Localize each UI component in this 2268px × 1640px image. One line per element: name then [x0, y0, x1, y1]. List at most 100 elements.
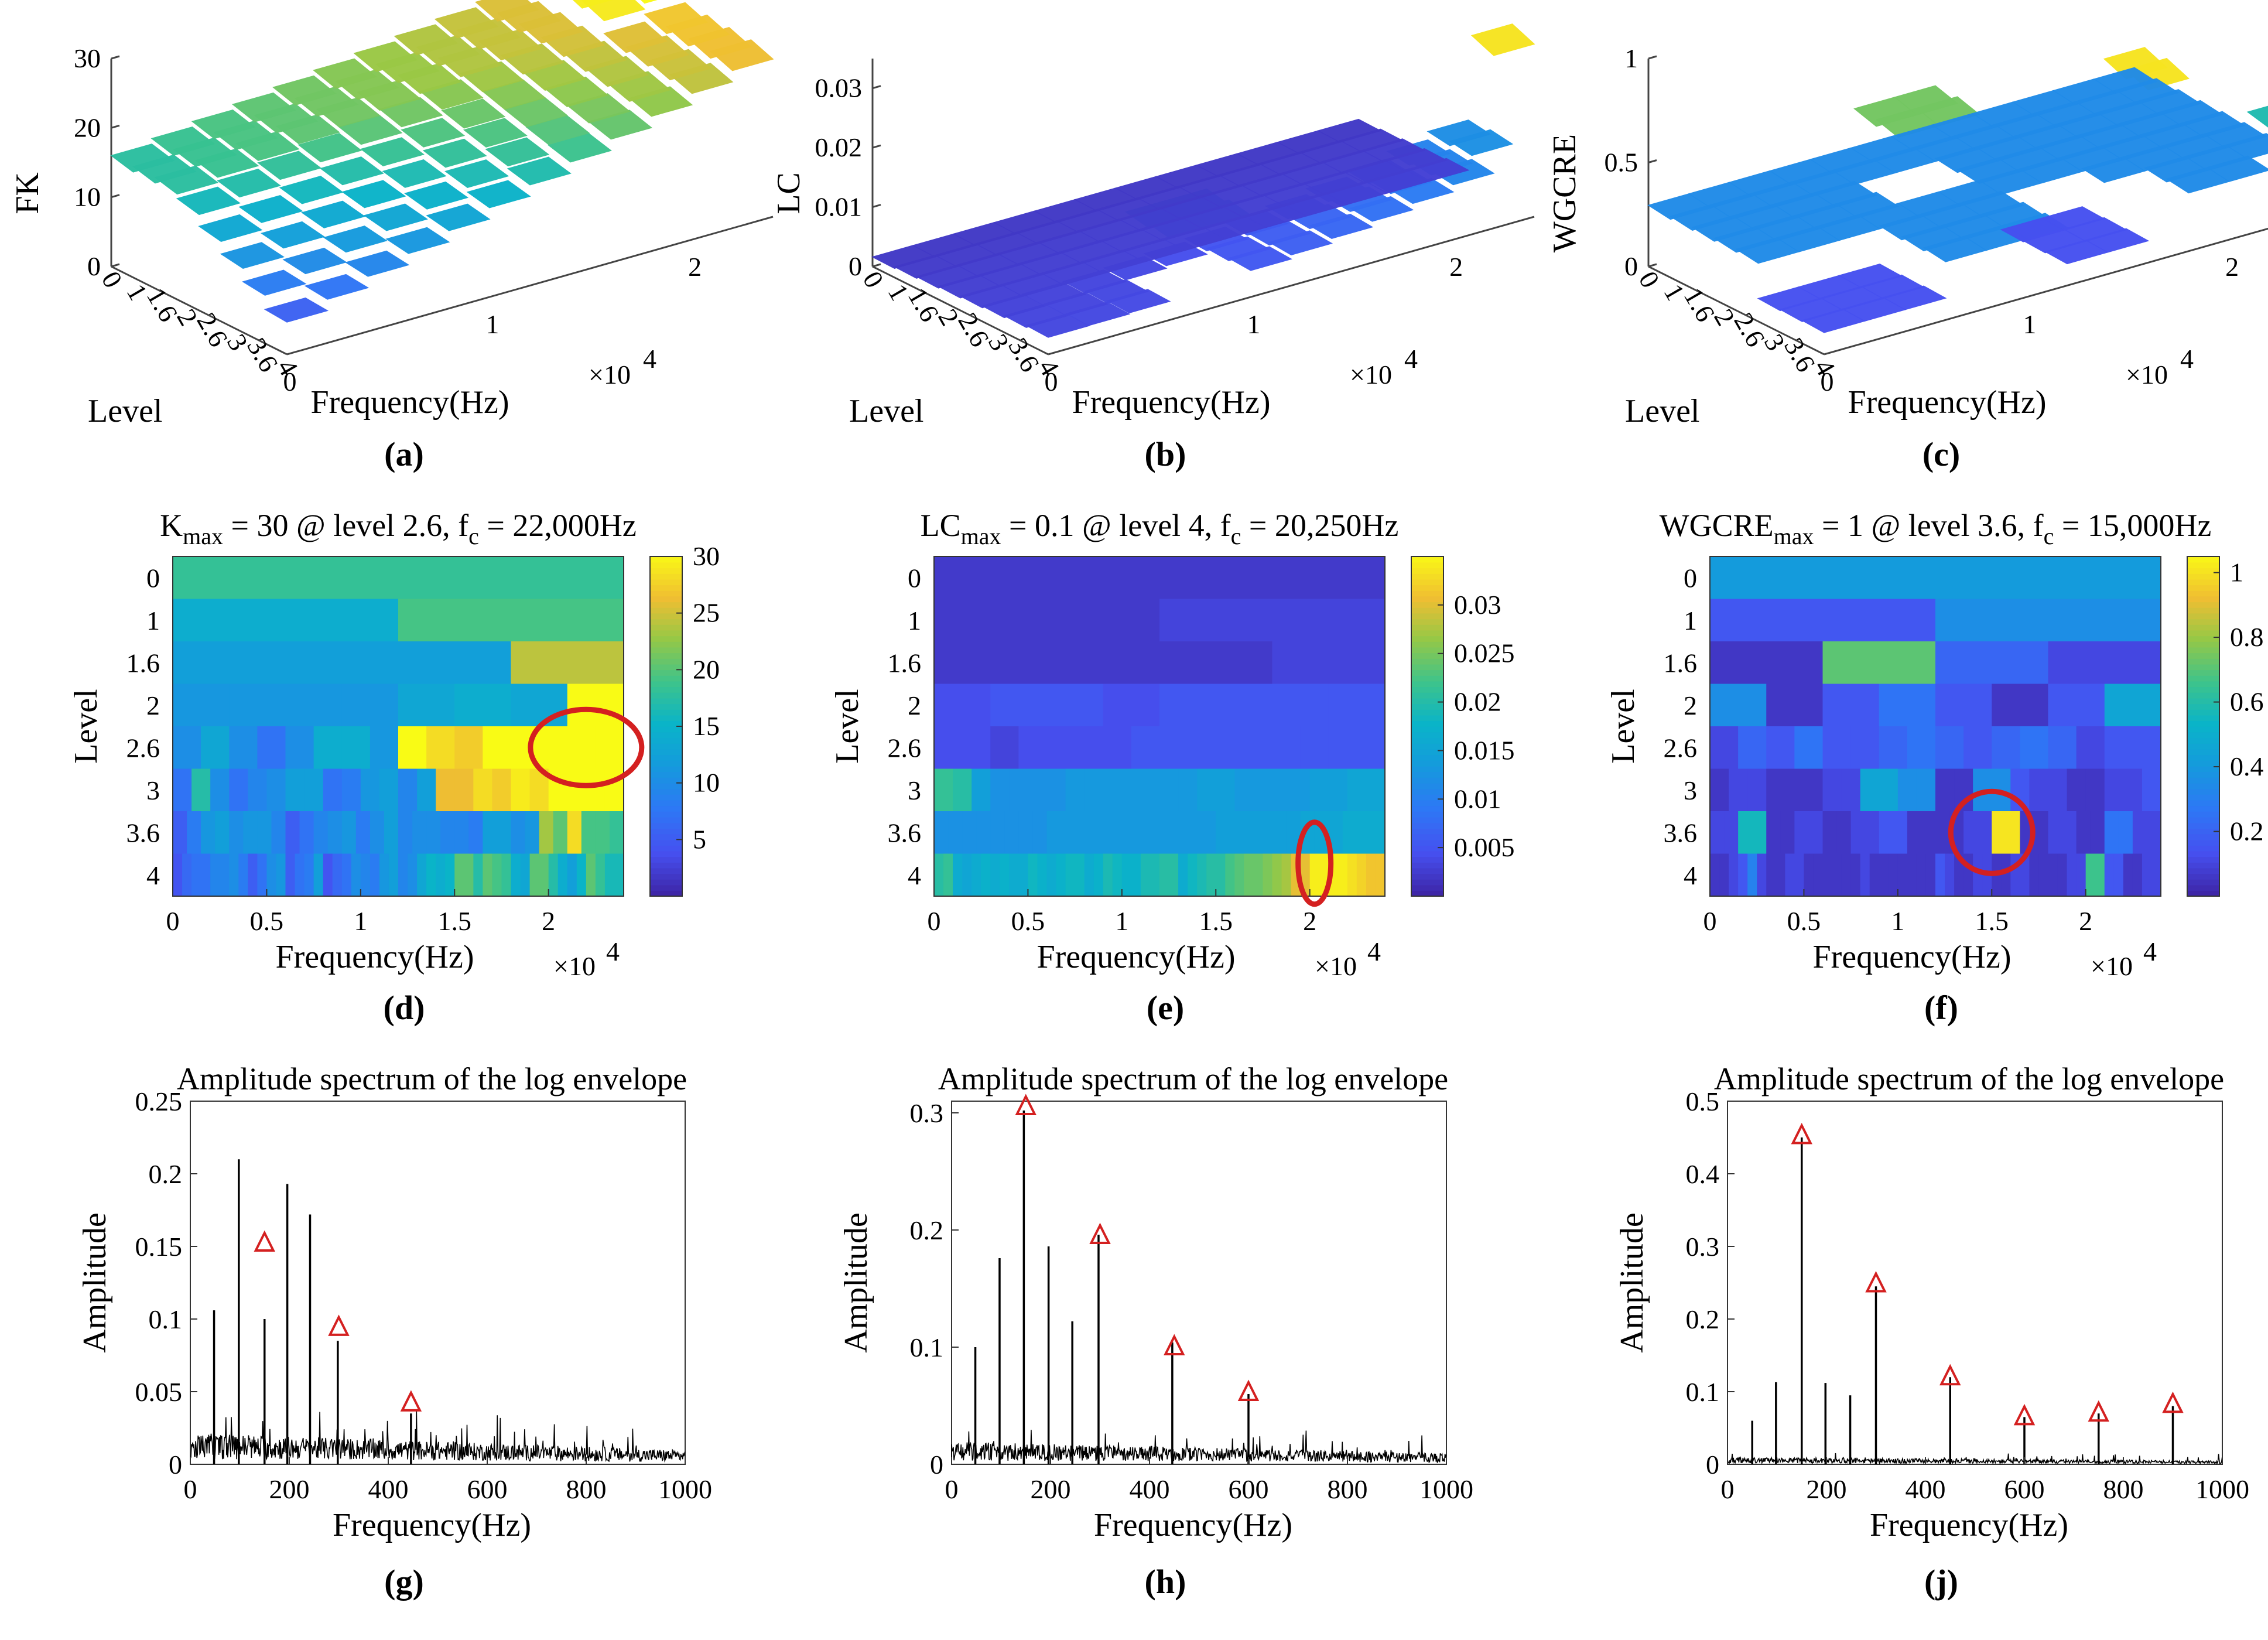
- heatmap-cell: [962, 853, 972, 897]
- x-exponent-power: 4: [1367, 937, 1381, 966]
- surface-patch: [341, 180, 406, 209]
- heatmap-cell: [1794, 726, 1824, 770]
- heatmap-cell: [567, 811, 582, 855]
- surface-patch: [363, 203, 428, 231]
- heatmap-cell: [1075, 726, 1104, 770]
- plot-frame: [190, 1101, 686, 1465]
- heatmap-cell: [981, 853, 991, 897]
- heatmap-cell: [1729, 853, 1739, 897]
- heatmap-cell: [299, 811, 314, 855]
- spectrum-noise-line: [1727, 1453, 2223, 1465]
- colorbar-segment: [2187, 800, 2219, 807]
- surface-patch: [353, 41, 418, 72]
- z-tick-label: 0.5: [1605, 148, 1638, 177]
- heatmap-cell: [2020, 853, 2030, 897]
- colorbar-segment: [650, 698, 682, 705]
- surface-patch: [426, 203, 491, 231]
- x-exponent-power: 4: [606, 937, 620, 966]
- chart-title: Kmax = 30 @ level 2.6, fc = 22,000Hz: [160, 508, 637, 549]
- heatmap-cell: [1710, 853, 1720, 897]
- heatmap-cell: [971, 768, 991, 812]
- heatmap-cell: [417, 768, 436, 812]
- colorbar-segment: [650, 556, 682, 563]
- colorbar-segment: [2187, 833, 2219, 840]
- colorbar-segment: [650, 686, 682, 693]
- heatmap-cell: [2146, 811, 2161, 855]
- heatmap-cell: [609, 811, 624, 855]
- colorbar-segment: [2187, 794, 2219, 801]
- heatmap-cell: [2048, 811, 2063, 855]
- harmonic-marker: [400, 1390, 422, 1412]
- heatmap-cell: [1841, 768, 1861, 812]
- heatmap-cell: [379, 768, 399, 812]
- colorbar-segment: [1411, 862, 1443, 869]
- colorbar-segment: [2187, 884, 2219, 891]
- heatmap-cell: [417, 853, 427, 897]
- heatmap-cell: [2132, 726, 2161, 770]
- heatmap-cell: [1836, 811, 1852, 855]
- colorbar-segment: [1411, 856, 1443, 863]
- colorbar-segment: [650, 850, 682, 857]
- x-tick-label: 400: [368, 1474, 409, 1504]
- heatmap-cell: [1935, 768, 1955, 812]
- freq-exponent-power: 4: [643, 344, 656, 374]
- x-tick-label: 0: [184, 1474, 197, 1504]
- colorbar-segment: [2187, 579, 2219, 586]
- heatmap-cell: [248, 768, 268, 812]
- x-exponent: ×10: [1315, 951, 1357, 981]
- colorbar-segment: [650, 777, 682, 784]
- heatmap-cell: [1328, 726, 1357, 770]
- colorbar-segment: [1411, 602, 1443, 608]
- heatmap-cell: [1291, 768, 1311, 812]
- freq-tick-label: 2: [1449, 252, 1463, 282]
- colorbar-segment: [1411, 641, 1443, 648]
- colorbar-segment: [2187, 703, 2219, 710]
- level-tick-label: 3.6: [1664, 818, 1698, 848]
- heatmap-cell: [1056, 853, 1066, 897]
- heatmap-cell: [2020, 726, 2049, 770]
- surface-patch: [444, 159, 509, 188]
- heatmap-cell: [304, 853, 314, 897]
- freq-axis-title: Frequency(Hz): [1072, 384, 1271, 421]
- freq-tick-label: 2: [2225, 252, 2239, 282]
- heatmap-cell: [285, 811, 300, 855]
- y-tick-label: 0.2: [149, 1159, 183, 1189]
- heatmap-cell: [1963, 811, 1978, 855]
- freq-exponent-power: 4: [2180, 344, 2194, 374]
- z-tick-label: 0: [849, 251, 862, 281]
- colorbar-segment: [2187, 867, 2219, 874]
- highlight-marker: [528, 706, 645, 788]
- heatmap-cell: [1347, 853, 1357, 897]
- x-tick-label: 0.5: [1787, 906, 1821, 936]
- colorbar-tick-label: 15: [693, 711, 720, 741]
- heatmap-cell: [1084, 768, 1104, 812]
- surface-patch: [304, 274, 370, 300]
- heatmap-cell: [1850, 726, 1880, 770]
- heatmap-cell: [990, 768, 1010, 812]
- colorbar-segment: [2187, 607, 2219, 614]
- heatmap-cell: [1747, 853, 1758, 897]
- colorbar-segment: [650, 585, 682, 591]
- z-tick-label: 30: [74, 43, 101, 73]
- heatmap-cell: [1794, 811, 1809, 855]
- x-axis-title: Frequency(Hz): [276, 939, 474, 975]
- heatmap-cell: [1822, 684, 1880, 727]
- heatmap-cell: [1785, 768, 1805, 812]
- y-tick-label: 0: [169, 1450, 182, 1480]
- colorbar-segment: [650, 636, 682, 642]
- heatmap-cell: [990, 853, 1001, 897]
- heatmap-cell: [2034, 811, 2049, 855]
- heatmap-cell: [173, 599, 399, 642]
- colorbar-segment: [1411, 873, 1443, 880]
- colorbar-segment: [650, 743, 682, 750]
- heatmap-cell: [1140, 853, 1151, 897]
- colorbar-segment: [2187, 619, 2219, 625]
- heatmap-cell: [1159, 811, 1174, 855]
- colorbar-segment: [1411, 692, 1443, 699]
- freq-tick-label: 2: [688, 252, 702, 282]
- level-tick-label: 1.6: [126, 648, 160, 678]
- colorbar-tick-label: 10: [693, 768, 720, 798]
- colorbar-segment: [2187, 777, 2219, 784]
- colorbar-segment: [650, 607, 682, 614]
- colorbar-segment: [650, 737, 682, 744]
